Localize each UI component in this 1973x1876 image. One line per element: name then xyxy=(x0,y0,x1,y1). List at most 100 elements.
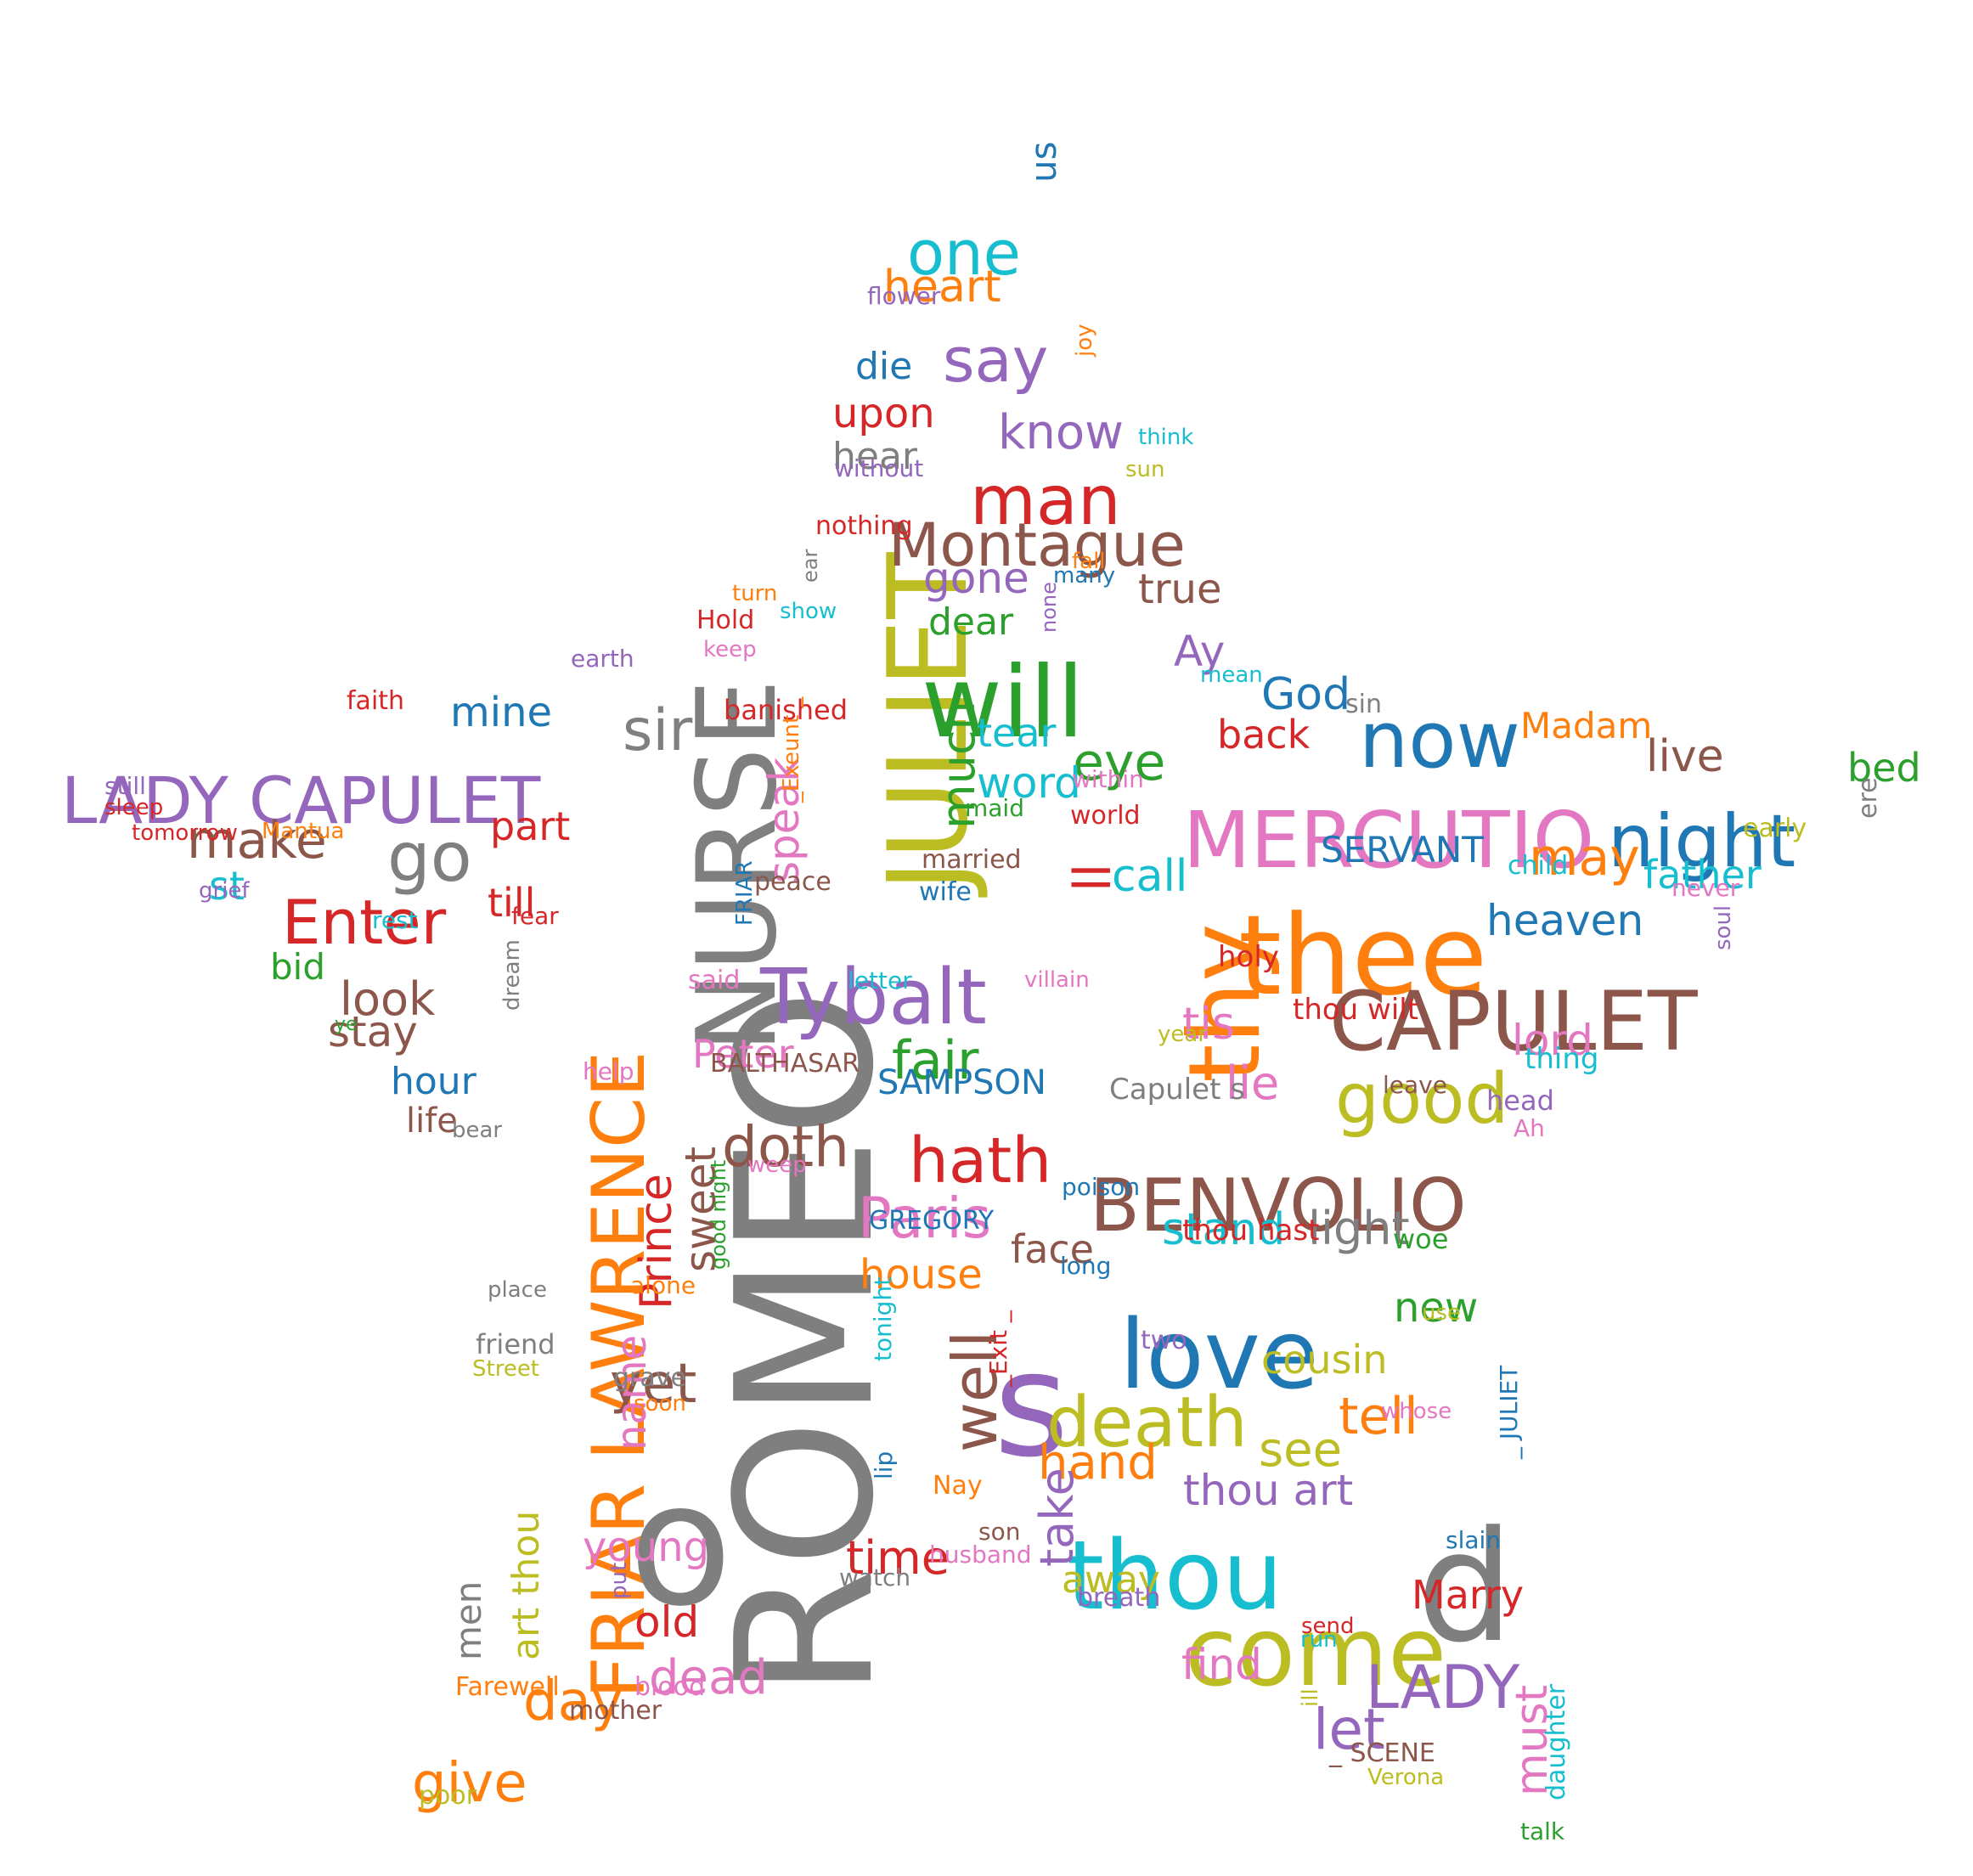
word-tell: tell xyxy=(1339,1387,1418,1446)
word-eye: eye xyxy=(1073,733,1166,792)
word-tomorrow: tomorrow xyxy=(132,820,238,846)
word-nay: Nay xyxy=(933,1471,983,1501)
word-good: good xyxy=(1335,1059,1509,1140)
word-talk: talk xyxy=(1520,1817,1565,1845)
word-street: Street xyxy=(472,1356,540,1382)
word-part: part xyxy=(490,803,571,849)
word-young: young xyxy=(583,1524,710,1571)
word-enter: Enter xyxy=(282,887,447,958)
word-turn: turn xyxy=(732,581,778,606)
word-gregory: GREGORY xyxy=(869,1206,995,1236)
word-exeunt: _Exeunt _ xyxy=(779,696,804,803)
word-wife: wife xyxy=(919,877,972,907)
word-lip: lip xyxy=(870,1451,898,1479)
word-ear: ear xyxy=(798,549,822,583)
word-montague: Montague xyxy=(888,510,1186,580)
word-sin: sin xyxy=(1345,690,1382,719)
word-men: men xyxy=(448,1580,489,1660)
word-ah: Ah xyxy=(1514,1114,1545,1142)
word-make: make xyxy=(187,811,327,870)
word-tybalt: Tybalt xyxy=(760,953,987,1042)
word-letter: letter xyxy=(848,966,912,994)
word-mine: mine xyxy=(450,689,553,736)
word-good-night: good night xyxy=(707,1159,730,1270)
word-nothing: nothing xyxy=(815,511,913,541)
word-soon: soon xyxy=(634,1391,686,1417)
word-know: know xyxy=(998,405,1124,460)
word-day: day xyxy=(523,1670,623,1733)
word-yet: yet xyxy=(610,1353,697,1416)
word-year: year xyxy=(1158,1022,1208,1047)
word-send: send xyxy=(1301,1614,1355,1639)
word-say: say xyxy=(943,324,1049,396)
word-gone: gone xyxy=(923,554,1029,603)
word-early: early xyxy=(1743,814,1807,843)
word-place: place xyxy=(488,1277,547,1303)
word-think: think xyxy=(1138,425,1194,450)
word-now: now xyxy=(1359,695,1520,786)
word-hath: hath xyxy=(909,1124,1052,1197)
word-may: may xyxy=(1529,828,1640,887)
word-child: child xyxy=(1508,851,1569,881)
word-fear: fear xyxy=(511,902,559,930)
word-heaven: heaven xyxy=(1486,896,1644,945)
word-holy: holy xyxy=(1218,940,1279,974)
word-st: st xyxy=(209,863,245,909)
word-upon: upon xyxy=(832,390,935,437)
word-lord: lord xyxy=(1512,1016,1593,1065)
word-married: married xyxy=(922,845,1022,875)
word-s: s xyxy=(994,1321,1069,1490)
word-banished: banished xyxy=(724,694,848,726)
word-hear: hear xyxy=(832,435,918,478)
word-said: said xyxy=(688,966,741,995)
word-run: run xyxy=(1300,1627,1338,1653)
word-breath: breath xyxy=(1077,1583,1161,1613)
word-friend: friend xyxy=(476,1328,555,1361)
word-dear: dear xyxy=(928,600,1014,644)
word-thou: thou xyxy=(1067,1521,1283,1631)
word-art-thou: art thou xyxy=(505,1510,548,1660)
word-still: still xyxy=(104,772,146,800)
word-weep: weep xyxy=(747,1152,807,1178)
word-friar: FRIAR xyxy=(732,860,758,926)
word-villain: villain xyxy=(1024,967,1090,993)
word-thou-wilt: thou wilt xyxy=(1293,993,1419,1027)
word-house: house xyxy=(860,1251,983,1299)
word-heart: heart xyxy=(883,262,1001,313)
word-long: long xyxy=(1060,1252,1112,1280)
word-back: back xyxy=(1217,712,1311,758)
word-balthasar: BALTHASAR xyxy=(710,1049,860,1079)
word-mother: mother xyxy=(569,1696,662,1726)
word-word: word xyxy=(977,758,1081,808)
word-time: time xyxy=(846,1531,950,1585)
word-two: two xyxy=(1141,1326,1187,1355)
word-ye: ye xyxy=(335,1014,358,1035)
word-bid: bid xyxy=(270,946,325,988)
word-exit: _Exit _ xyxy=(984,1310,1012,1387)
word-tis: tis xyxy=(1182,999,1235,1050)
word-within: within xyxy=(1072,765,1144,793)
word-mean: mean xyxy=(1200,662,1263,688)
word-hour: hour xyxy=(391,1060,476,1103)
word-soul: soul xyxy=(1711,904,1736,950)
word-thing: thing xyxy=(1525,1042,1599,1076)
word-fall: fall xyxy=(1072,549,1106,574)
word-o: o xyxy=(629,1446,733,1644)
word-thou-hast: thou hast xyxy=(1182,1214,1320,1248)
word-life: life xyxy=(406,1101,458,1141)
word-hold: Hold xyxy=(696,606,755,635)
word-juliet: _ JULIET xyxy=(1495,1365,1523,1459)
word-call: call xyxy=(1112,851,1188,902)
word-hand: hand xyxy=(1038,1435,1158,1490)
word-till: till xyxy=(488,880,536,926)
word-poor: poor xyxy=(419,1781,477,1811)
word-daughter: daughter xyxy=(1542,1683,1571,1800)
word-come: come xyxy=(1185,1597,1447,1708)
word-night: night xyxy=(1608,799,1796,884)
word-never: never xyxy=(1671,874,1740,902)
word-ill: ill xyxy=(1298,1688,1323,1707)
word-leave: leave xyxy=(1383,1071,1447,1099)
word-father: father xyxy=(1643,852,1762,898)
word-away: away xyxy=(1062,1558,1160,1602)
